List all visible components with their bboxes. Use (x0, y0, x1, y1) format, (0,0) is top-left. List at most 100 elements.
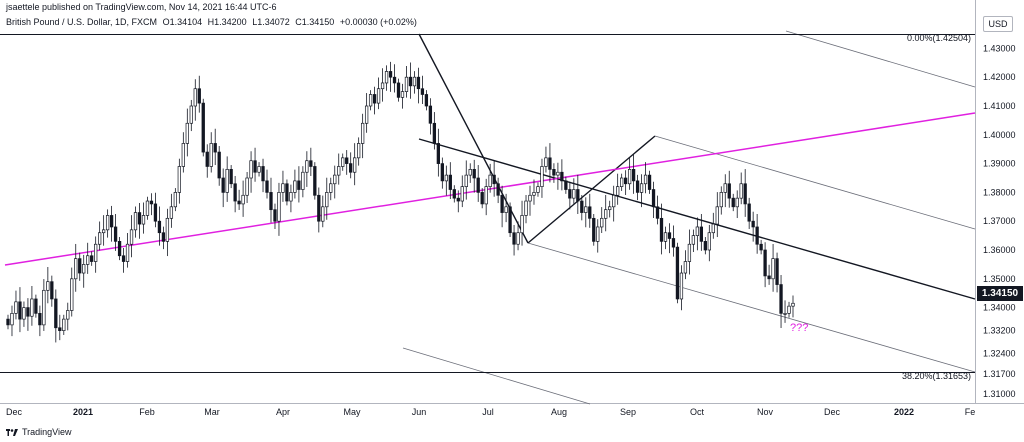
candle-down (265, 180, 269, 193)
pitchfork-lower-line (527, 242, 976, 373)
candle-down (90, 255, 94, 262)
candle-up (94, 243, 98, 262)
candle-down (285, 183, 289, 202)
candle-down (775, 258, 779, 285)
candle-up (639, 183, 644, 193)
candle-down (205, 151, 209, 167)
candle-up (596, 226, 600, 242)
pitchfork-lines (402, 30, 976, 405)
price-tick-label: 1.31000 (983, 389, 1016, 399)
candle-up (460, 186, 464, 202)
candle-up (289, 192, 293, 202)
time-tick-label: Jul (482, 407, 494, 417)
candle-up (62, 318, 66, 331)
candle-up (524, 200, 528, 216)
candle-up (556, 171, 560, 176)
candle-down (109, 215, 114, 228)
candle-up (404, 76, 409, 92)
candle-down (221, 177, 225, 193)
candle-down (408, 76, 413, 87)
candle-down (273, 209, 277, 222)
candle-up (600, 217, 604, 228)
candle-down (492, 174, 496, 185)
candle-down (261, 166, 265, 182)
candle-down (671, 238, 676, 248)
candle-up (10, 313, 14, 326)
candle-down (647, 174, 652, 190)
candle-up (46, 281, 50, 291)
candle-up (321, 206, 325, 222)
candle-up (584, 206, 588, 213)
price-tick-label: 1.36000 (983, 245, 1016, 255)
tradingview-brand: TradingView (22, 427, 72, 437)
candle-down (576, 189, 580, 202)
candle-up (337, 166, 341, 176)
candle-down (217, 151, 221, 179)
candle-up (14, 301, 18, 314)
symbol-legend: British Pound / U.S. Dollar, 1D, FXCM O1… (6, 17, 420, 27)
candle-down (269, 192, 273, 211)
candle-down (623, 177, 628, 185)
candle-up (683, 261, 688, 274)
candle-down (297, 180, 301, 190)
candle-up (325, 192, 329, 208)
candle-down (153, 203, 158, 222)
tradingview-logo[interactable]: TradingView (6, 427, 72, 437)
time-tick-label: Sep (620, 407, 636, 417)
symbol-name[interactable]: British Pound / U.S. Dollar, 1D, FXCM (6, 17, 158, 27)
time-tick-label: Feb (139, 407, 155, 417)
candle-down (432, 122, 437, 144)
candle-down (50, 281, 54, 300)
candle-down (440, 163, 444, 182)
candle-down (476, 177, 480, 193)
candle-up (687, 243, 692, 262)
question-marks-annotation: ??? (790, 322, 808, 334)
tradingview-logo-icon (6, 428, 18, 437)
candle-up (341, 157, 345, 167)
candle-up (165, 217, 170, 242)
candle-down (727, 183, 731, 199)
candle-down (588, 206, 592, 219)
candle-down (416, 76, 421, 90)
candle-down (229, 169, 233, 185)
candle-up (520, 215, 524, 234)
candles (6, 61, 795, 343)
candle-up (695, 226, 700, 236)
candle-up (739, 183, 743, 199)
candle-down (592, 217, 596, 242)
candle-up (691, 235, 696, 245)
handle-leg-2 (527, 135, 656, 244)
candle-down (767, 275, 771, 280)
candle-up (532, 192, 536, 196)
candle-up (177, 166, 181, 193)
candle-up (707, 232, 711, 251)
candle-down (372, 94, 377, 104)
time-tick-label: Fe (965, 407, 976, 417)
candle-up (193, 88, 197, 107)
candle-up (257, 166, 261, 173)
candle-up (125, 243, 130, 262)
ohlc-high: H1.34200 (207, 17, 247, 27)
candle-up (544, 157, 548, 167)
candle-up (305, 160, 309, 173)
currency-selector[interactable]: USD (983, 16, 1013, 32)
candle-up (70, 278, 74, 311)
candle-up (715, 206, 719, 225)
candle-up (357, 143, 361, 159)
candle-up (528, 194, 532, 202)
price-tick-label: 1.32400 (983, 349, 1016, 359)
candle-up (293, 180, 297, 193)
candle-up (735, 197, 739, 208)
candle-down (197, 88, 201, 104)
candle-down (157, 220, 162, 234)
price-tick-label: 1.43000 (983, 43, 1016, 53)
candle-up (783, 313, 787, 315)
candle-up (468, 169, 472, 176)
candle-up (723, 183, 727, 193)
candle-down (137, 212, 142, 225)
candle-up (353, 157, 357, 173)
candle-down (392, 76, 397, 84)
candle-up (488, 174, 492, 187)
candle-up (329, 183, 333, 193)
